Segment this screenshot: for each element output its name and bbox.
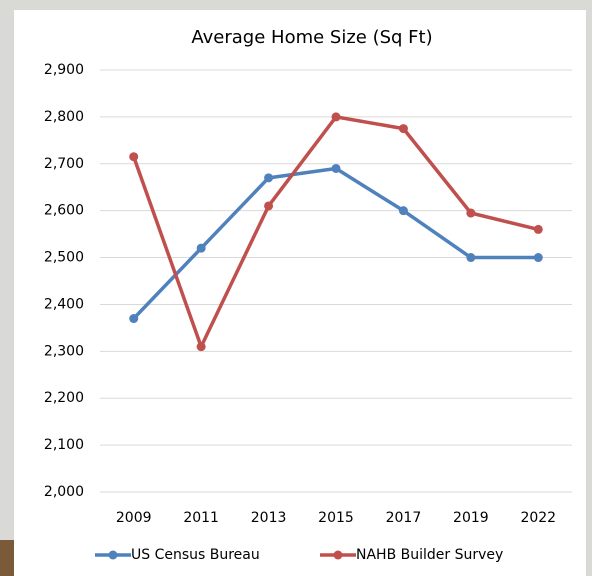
y-tick-label: 2,600 bbox=[44, 203, 84, 219]
data-point bbox=[264, 201, 273, 210]
x-tick-label: 2015 bbox=[318, 510, 354, 526]
y-tick-label: 2,300 bbox=[44, 343, 84, 359]
y-tick-label: 2,000 bbox=[44, 484, 84, 500]
page: {"chart_data": {"type": "line", "title":… bbox=[0, 0, 592, 576]
x-tick-label: 2022 bbox=[520, 510, 556, 526]
data-point bbox=[466, 209, 475, 218]
x-tick-label: 2011 bbox=[183, 510, 219, 526]
y-tick-label: 2,700 bbox=[44, 156, 84, 172]
legend-label: NAHB Builder Survey bbox=[356, 547, 503, 563]
data-point bbox=[399, 124, 408, 133]
y-tick-label: 2,200 bbox=[44, 390, 84, 406]
y-tick-label: 2,500 bbox=[44, 250, 84, 266]
data-point bbox=[534, 225, 543, 234]
legend-marker bbox=[109, 551, 118, 560]
data-point bbox=[332, 164, 341, 173]
data-point bbox=[129, 314, 138, 323]
data-point bbox=[466, 253, 475, 262]
chart: Average Home Size (Sq Ft) 2,000 2,100 2,20… bbox=[0, 0, 592, 576]
data-point bbox=[399, 206, 408, 215]
x-tick-label: 2009 bbox=[116, 510, 152, 526]
chart-panel bbox=[14, 10, 586, 576]
background-photo bbox=[0, 540, 14, 576]
x-tick-label: 2013 bbox=[251, 510, 287, 526]
chart-title: Average Home Size (Sq Ft) bbox=[191, 27, 432, 48]
data-point bbox=[197, 342, 206, 351]
y-tick-label: 2,900 bbox=[44, 62, 84, 78]
x-tick-label: 2017 bbox=[386, 510, 422, 526]
y-tick-label: 2,100 bbox=[44, 437, 84, 453]
data-point bbox=[332, 112, 341, 121]
legend-marker bbox=[334, 551, 343, 560]
data-point bbox=[264, 173, 273, 182]
x-tick-label: 2019 bbox=[453, 510, 489, 526]
data-point bbox=[534, 253, 543, 262]
data-point bbox=[129, 152, 138, 161]
y-tick-label: 2,400 bbox=[44, 296, 84, 312]
data-point bbox=[197, 244, 206, 253]
y-tick-label: 2,800 bbox=[44, 109, 84, 125]
legend-label: US Census Bureau bbox=[131, 547, 260, 563]
